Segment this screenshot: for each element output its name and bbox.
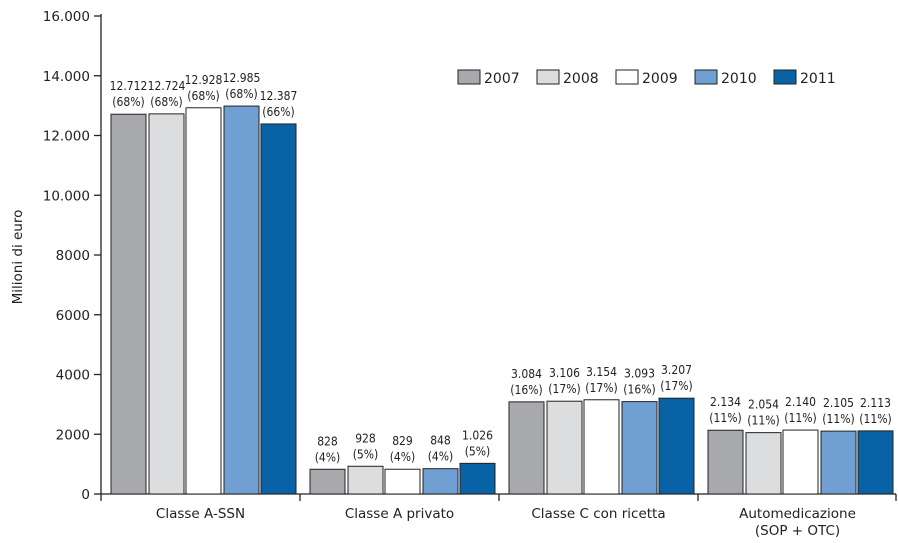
bar [459, 462, 496, 495]
y-tick-label: 6000 [56, 308, 90, 324]
legend-label: 2008 [563, 71, 599, 87]
y-axis: 0 2000 4000 6000 8000 10.000 12.000 14.000 16.00… [43, 9, 102, 503]
bar [707, 429, 744, 495]
data-label-value: 3.093 [624, 367, 655, 381]
data-label-share: (4%) [315, 450, 341, 464]
data-label-share: (4%) [428, 450, 454, 464]
bar [260, 123, 297, 495]
y-tick-label: 8000 [56, 248, 90, 264]
bar [110, 113, 147, 495]
data-label-share: (11%) [747, 414, 779, 428]
legend-label: 2009 [642, 71, 678, 87]
data-label-share: (11%) [709, 411, 741, 425]
data-label-value: 3.154 [586, 365, 617, 379]
data-label-value: 3.084 [511, 367, 542, 381]
x-category-label: Classe A privato [345, 506, 454, 522]
bar [422, 468, 459, 495]
bar [508, 401, 545, 495]
data-label-value: 3.106 [549, 366, 580, 380]
data-label-value: 2.140 [785, 395, 816, 409]
data-label-value: 2.134 [710, 395, 741, 409]
data-label-share: (5%) [353, 447, 379, 461]
bar [745, 432, 782, 495]
y-tick-label: 12.000 [43, 129, 90, 145]
data-label-value: 2.054 [748, 398, 779, 412]
data-label-share: (5%) [465, 444, 491, 458]
bar [658, 397, 695, 495]
data-label-value: 12.985 [223, 71, 261, 85]
data-label-value: 1.026 [462, 428, 493, 442]
data-label-share: (11%) [784, 411, 816, 425]
data-label-value: 12.712 [110, 79, 148, 93]
bar [621, 401, 658, 495]
y-tick-label: 2000 [56, 427, 90, 443]
bar [347, 465, 384, 495]
bar [309, 468, 346, 495]
legend-label: 2011 [800, 71, 836, 87]
y-tick-label: 0 [81, 487, 90, 503]
data-label-share: (68%) [187, 89, 219, 103]
data-label-share: (17%) [660, 379, 692, 393]
legend-swatch [457, 69, 481, 85]
data-label-value: 3.207 [661, 363, 692, 377]
data-labels: 12.712(68%)828(4%)3.084(16%)2.134(11%)12… [110, 71, 892, 464]
data-label-share: (66%) [262, 105, 294, 119]
data-label-share: (17%) [548, 382, 580, 396]
legend-swatch [615, 69, 639, 85]
bar [857, 430, 894, 495]
legend-swatch [536, 69, 560, 85]
data-label-value: 12.724 [148, 79, 186, 93]
bar [820, 430, 857, 495]
data-label-value: 12.928 [185, 73, 223, 87]
bar [185, 107, 222, 495]
y-tick-label: 4000 [56, 368, 90, 384]
x-category-label: (SOP + OTC) [755, 523, 840, 539]
data-label-share: (17%) [585, 381, 617, 395]
legend-label: 2007 [484, 71, 520, 87]
data-label-value: 829 [392, 434, 413, 448]
bar [223, 105, 260, 495]
data-label-share: (11%) [859, 412, 891, 426]
bar [148, 113, 185, 495]
bars [110, 105, 894, 495]
data-label-share: (4%) [390, 450, 416, 464]
legend-swatch [773, 69, 797, 85]
data-label-value: 2.113 [860, 396, 891, 410]
data-label-share: (68%) [112, 95, 144, 109]
data-label-share: (16%) [623, 383, 655, 397]
data-label-share: (68%) [225, 87, 257, 101]
data-label-value: 828 [317, 434, 338, 448]
bar [384, 468, 421, 495]
data-label-share: (11%) [822, 412, 854, 426]
y-tick-label: 14.000 [43, 69, 90, 85]
x-category-label: Automedicazione [739, 506, 856, 522]
legend: 2007 2008 2009 2010 2011 [457, 69, 836, 87]
bar [583, 399, 620, 495]
x-axis: Classe A-SSN Classe A privato Classe C con… [100, 493, 897, 539]
x-category-label: Classe A-SSN [156, 506, 245, 522]
y-tick-label: 10.000 [43, 188, 90, 204]
data-label-share: (16%) [510, 383, 542, 397]
y-tick-label: 16.000 [43, 9, 90, 25]
bar [546, 400, 583, 495]
legend-label: 2010 [721, 71, 757, 87]
y-axis-title: Milioni di euro [10, 210, 26, 305]
data-label-value: 2.105 [823, 396, 854, 410]
legend-swatch [694, 69, 718, 85]
data-label-value: 12.387 [260, 89, 298, 103]
x-category-label: Classe C con ricetta [531, 506, 665, 522]
data-label-share: (68%) [150, 95, 182, 109]
data-label-value: 848 [430, 434, 451, 448]
bar [782, 429, 819, 495]
data-label-value: 928 [355, 431, 376, 445]
